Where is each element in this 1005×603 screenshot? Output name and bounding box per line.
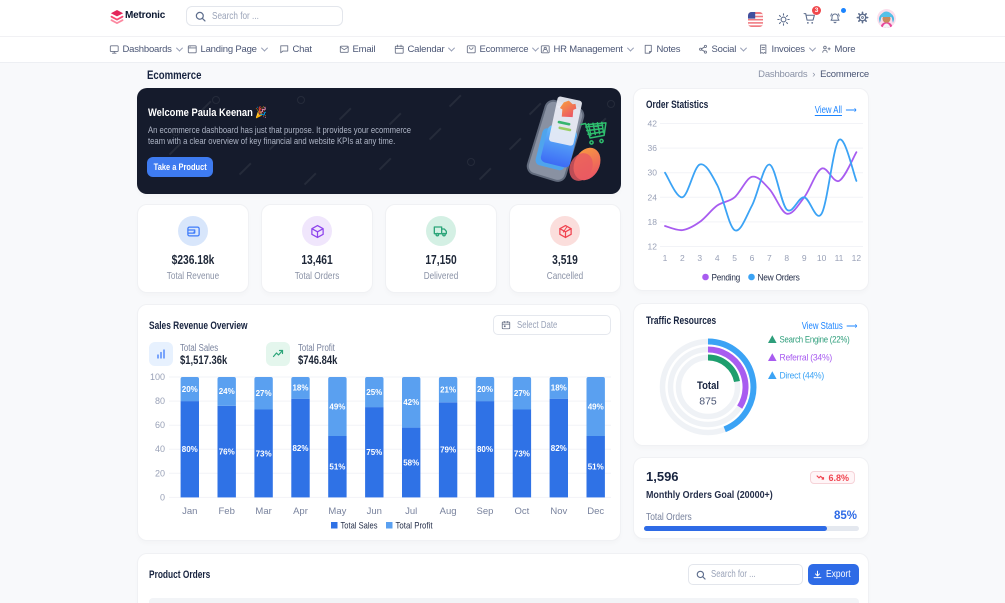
svg-text:Feb: Feb	[219, 506, 235, 517]
svg-text:20: 20	[155, 468, 165, 478]
svg-text:51%: 51%	[329, 463, 345, 472]
svg-text:7: 7	[767, 253, 772, 263]
svg-text:27%: 27%	[514, 389, 530, 398]
svg-text:2: 2	[680, 253, 685, 263]
svg-text:82%: 82%	[551, 444, 567, 453]
svg-text:79%: 79%	[440, 446, 456, 455]
svg-text:100: 100	[150, 372, 165, 382]
svg-text:Search Engine (22%): Search Engine (22%)	[780, 335, 850, 345]
svg-text:49%: 49%	[588, 402, 604, 411]
svg-text:73%: 73%	[256, 449, 272, 458]
svg-text:New Orders: New Orders	[758, 272, 800, 283]
svg-text:Dec: Dec	[587, 506, 604, 517]
svg-text:May: May	[328, 506, 346, 517]
svg-text:Pending: Pending	[712, 272, 741, 283]
svg-text:75%: 75%	[366, 448, 382, 457]
svg-text:11: 11	[835, 253, 844, 263]
svg-text:82%: 82%	[292, 444, 308, 453]
svg-text:4: 4	[715, 253, 720, 263]
svg-text:76%: 76%	[219, 447, 235, 456]
svg-text:27%: 27%	[256, 389, 272, 398]
svg-text:42: 42	[648, 119, 658, 129]
svg-text:20%: 20%	[182, 385, 198, 394]
svg-text:18%: 18%	[551, 384, 567, 393]
svg-text:80%: 80%	[182, 445, 198, 454]
svg-text:1: 1	[663, 253, 668, 263]
svg-text:80: 80	[155, 396, 165, 406]
svg-text:9: 9	[802, 253, 807, 263]
svg-text:3: 3	[697, 253, 702, 263]
svg-text:Total: Total	[697, 380, 719, 392]
svg-text:Mar: Mar	[255, 506, 271, 517]
svg-text:Jun: Jun	[367, 506, 382, 517]
svg-text:25%: 25%	[366, 388, 382, 397]
svg-text:Aug: Aug	[440, 506, 457, 517]
svg-text:Jul: Jul	[405, 506, 417, 517]
svg-text:30: 30	[648, 168, 658, 178]
svg-text:Direct (44%): Direct (44%)	[780, 371, 825, 381]
svg-text:58%: 58%	[403, 458, 419, 467]
svg-text:40: 40	[155, 444, 165, 454]
svg-text:5: 5	[732, 253, 737, 263]
svg-text:36: 36	[648, 143, 658, 153]
svg-text:6: 6	[750, 253, 755, 263]
svg-text:24%: 24%	[219, 387, 235, 396]
svg-text:42%: 42%	[403, 398, 419, 407]
svg-text:Jan: Jan	[182, 506, 197, 517]
svg-text:Total Profit: Total Profit	[396, 521, 433, 532]
svg-text:21%: 21%	[440, 385, 456, 394]
svg-text:10: 10	[817, 253, 827, 263]
svg-text:24: 24	[648, 192, 658, 202]
svg-text:8: 8	[784, 253, 789, 263]
svg-text:875: 875	[699, 396, 717, 408]
svg-text:Nov: Nov	[550, 506, 567, 517]
svg-text:Total Sales: Total Sales	[341, 521, 378, 532]
svg-text:0: 0	[160, 492, 165, 502]
svg-text:73%: 73%	[514, 449, 530, 458]
svg-text:60: 60	[155, 420, 165, 430]
svg-text:12: 12	[852, 253, 862, 263]
svg-text:51%: 51%	[588, 463, 604, 472]
svg-text:Oct: Oct	[515, 506, 530, 517]
svg-text:Sep: Sep	[477, 506, 494, 517]
svg-text:18%: 18%	[292, 384, 308, 393]
svg-text:Apr: Apr	[293, 506, 308, 517]
svg-text:18: 18	[648, 217, 658, 227]
svg-text:Referral (34%): Referral (34%)	[780, 353, 833, 363]
svg-text:80%: 80%	[477, 445, 493, 454]
svg-text:12: 12	[648, 242, 658, 252]
svg-text:49%: 49%	[329, 402, 345, 411]
svg-text:20%: 20%	[477, 385, 493, 394]
